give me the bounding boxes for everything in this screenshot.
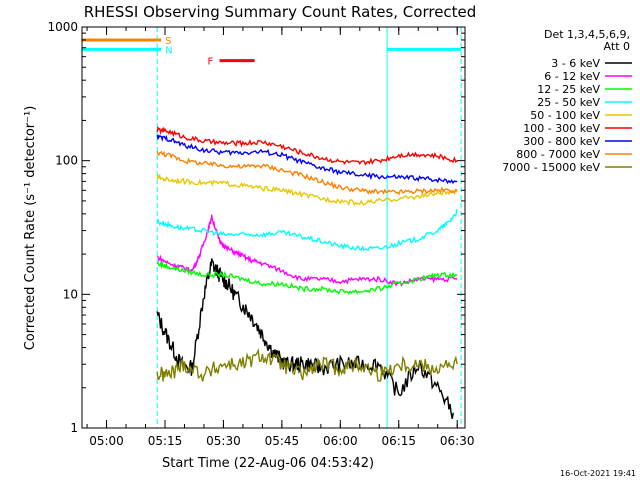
legend-entry-label: 50 - 100 keV [530,109,600,122]
x-tick-label: 06:15 [381,434,416,448]
x-tick-label: 06:00 [323,434,358,448]
y-axis-label: Corrected Count Rate (s⁻¹ detector⁻¹) [23,106,38,351]
series-line-50-100-kev [156,173,458,207]
x-tick-label: 05:45 [265,434,300,448]
y-tick-label: 100 [55,154,78,168]
legend-detectors: Det 1,3,4,5,6,9, [544,28,630,41]
x-tick-label: 05:30 [206,434,241,448]
y-tick-label: 1 [70,421,78,435]
flag-label: S [165,36,171,47]
x-tick-label: 06:30 [440,434,475,448]
y-tick-label: 1000 [47,20,78,34]
y-tick-label: 10 [63,287,78,301]
plot-timestamp: 16-Oct-2021 19:41 [560,469,636,478]
series-line-800-7000-kev [156,150,458,196]
flag-label: F [208,57,214,68]
x-tick-label: 05:15 [148,434,183,448]
legend-entry-label: 7000 - 15000 keV [502,161,600,174]
series-line-300-800-kev [156,133,458,185]
legend-entry-label: 100 - 300 keV [523,122,600,135]
x-tick-label: 05:00 [89,434,124,448]
legend-entry-label: 800 - 7000 keV [516,148,600,161]
series-line-12-25-kev [156,260,458,295]
x-axis-label: Start Time (22-Aug-06 04:53:42) [162,456,374,471]
legend-entry-label: 300 - 800 keV [523,135,600,148]
legend-entry-label: 25 - 50 keV [537,96,600,109]
plot-frame [81,26,466,429]
series-line-25-50-kev [156,209,458,252]
legend-entry-label: 6 - 12 keV [544,70,600,83]
flag-label: N [165,45,172,56]
legend-entry-label: 3 - 6 keV [551,57,600,70]
chart-title: RHESSI Observing Summary Count Rates, Co… [84,3,477,21]
series-line-100-300-kev [156,125,458,166]
legend-attenuator: Att 0 [604,40,630,53]
series-line-3-6-kev [156,258,454,419]
series-line-7000-15000-kev [156,348,458,382]
series-line-6-12-kev [157,214,458,287]
legend-entry-label: 12 - 25 keV [537,83,600,96]
